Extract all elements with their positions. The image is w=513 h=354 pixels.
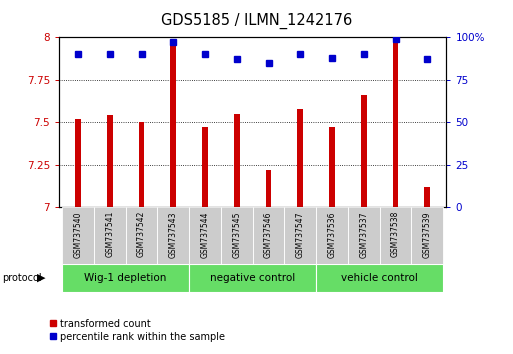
Bar [221,207,253,264]
Bar [392,41,399,207]
Text: GSM737539: GSM737539 [423,211,432,257]
Text: GSM737541: GSM737541 [105,211,114,257]
Bar [424,187,430,207]
Bar [266,170,271,207]
Bar [380,207,411,264]
Text: GSM737542: GSM737542 [137,211,146,257]
Bar [316,207,348,264]
Bar [411,207,443,264]
Text: GSM737536: GSM737536 [327,211,337,257]
Bar [189,207,221,264]
Bar [126,207,157,264]
Bar [316,264,443,292]
Bar [284,207,316,264]
Bar [189,264,316,292]
Text: GSM737545: GSM737545 [232,211,241,257]
Bar [94,207,126,264]
Bar [348,207,380,264]
Text: protocol: protocol [3,273,42,283]
Bar [157,207,189,264]
Bar [75,119,81,207]
Bar [202,127,208,207]
Text: GSM737543: GSM737543 [169,211,178,257]
Text: Wig-1 depletion: Wig-1 depletion [85,273,167,283]
Bar [298,109,303,207]
Text: GDS5185 / ILMN_1242176: GDS5185 / ILMN_1242176 [161,12,352,29]
Bar [62,207,94,264]
Bar [170,44,176,207]
Text: GSM737546: GSM737546 [264,211,273,257]
Bar [253,207,284,264]
Bar [62,264,189,292]
Text: ▶: ▶ [37,273,46,283]
Text: GSM737544: GSM737544 [201,211,209,257]
Text: GSM737540: GSM737540 [73,211,83,257]
Legend: transformed count, percentile rank within the sample: transformed count, percentile rank withi… [46,315,229,346]
Text: vehicle control: vehicle control [341,273,418,283]
Bar [329,127,335,207]
Bar [107,115,113,207]
Bar [234,114,240,207]
Text: GSM737537: GSM737537 [359,211,368,257]
Bar [361,95,367,207]
Bar [139,122,144,207]
Text: negative control: negative control [210,273,295,283]
Text: GSM737538: GSM737538 [391,211,400,257]
Text: GSM737547: GSM737547 [296,211,305,257]
